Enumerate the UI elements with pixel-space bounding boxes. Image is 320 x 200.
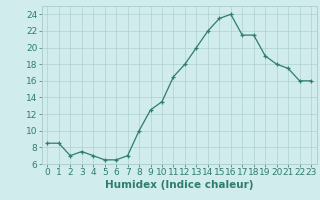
X-axis label: Humidex (Indice chaleur): Humidex (Indice chaleur) — [105, 180, 253, 190]
